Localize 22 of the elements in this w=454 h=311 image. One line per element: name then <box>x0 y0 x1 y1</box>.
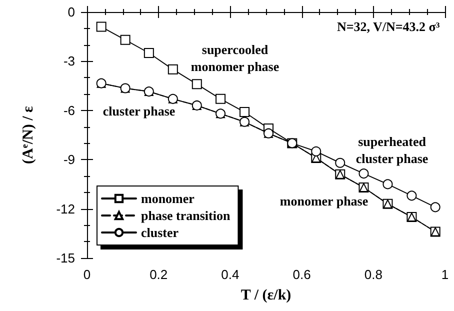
y-tick-label: -3 <box>63 54 75 69</box>
annotation: superheated cluster phase <box>356 134 428 166</box>
x-tick-label: 0.2 <box>150 267 168 282</box>
y-tick-label: 0 <box>68 4 75 20</box>
legend-label: monomer <box>141 191 195 206</box>
y-tick-label: -15 <box>56 250 75 266</box>
y-tick-label: -6 <box>63 102 75 118</box>
x-tick-label: 0.6 <box>292 267 311 282</box>
x-axis-title: T / (ε/k) <box>240 288 292 304</box>
legend-label: cluster <box>141 225 179 240</box>
x-tick-label: 0 <box>83 267 91 282</box>
y-tick-label: -12 <box>56 201 75 216</box>
y-axis-title: (Ae/N) / ε <box>20 105 36 164</box>
annotation: cluster phase <box>102 104 176 118</box>
x-tick-label: 0.4 <box>221 267 240 282</box>
annotation: supercooled monomer phase <box>190 42 280 74</box>
legend-label: phase transition <box>141 208 231 223</box>
annotation: N=32, V/N=43.2 σ³ <box>336 19 440 34</box>
x-tick-label: 0.8 <box>364 267 382 282</box>
annotation: monomer phase <box>280 194 368 208</box>
y-tick-label: -9 <box>63 152 75 168</box>
x-tick-label: 1 <box>441 267 449 282</box>
